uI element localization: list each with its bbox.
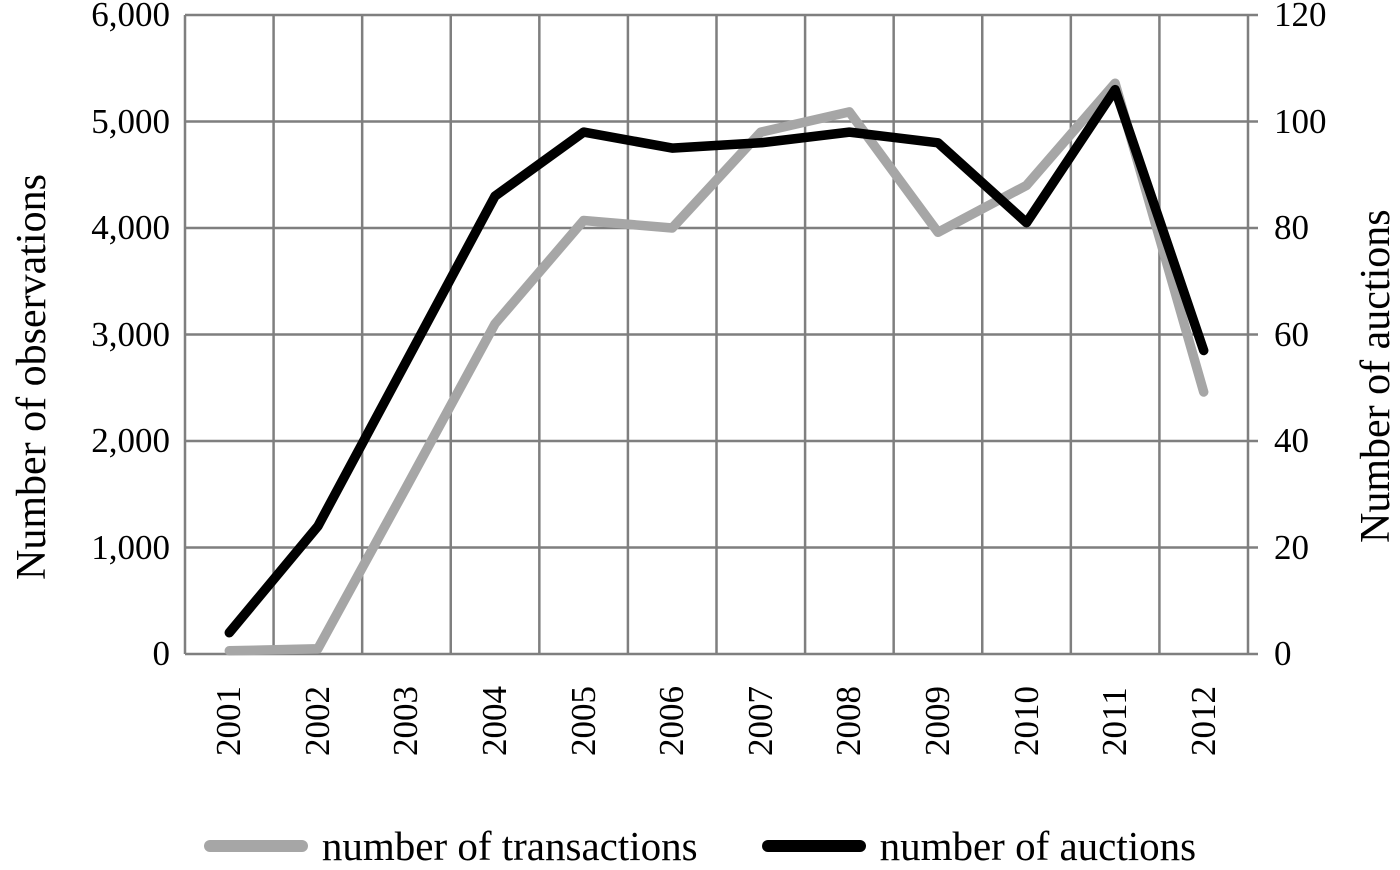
x-axis-label: 2008 (829, 686, 869, 756)
right-axis-tick-label: 80 (1274, 208, 1309, 247)
legend-label-transactions: number of transactions (321, 823, 698, 869)
x-axis-label: 2002 (297, 686, 337, 756)
x-axis-label: 2003 (386, 686, 426, 756)
legend-item-auctions: number of auctions (761, 822, 1197, 870)
right-axis-title: Number of auctions (1353, 209, 1399, 543)
left-axis-tick-label: 4,000 (91, 208, 170, 247)
left-axis-tick-label: 2,000 (91, 421, 170, 460)
right-axis-tick-label: 0 (1274, 634, 1292, 673)
right-axis-tick-label: 20 (1274, 527, 1309, 567)
legend-item-transactions: number of transactions (203, 822, 698, 870)
right-axis-tick-label: 100 (1274, 101, 1327, 141)
transactions-line-swatch (203, 840, 308, 852)
right-axis-tick-label: 40 (1274, 421, 1309, 460)
x-axis-label: 2010 (1006, 686, 1046, 756)
right-axis-tick-marks (1248, 13, 1258, 656)
auctions-line-swatch (761, 840, 866, 852)
x-axis-label: 2001 (209, 686, 249, 756)
legend-label-auctions: number of auctions (879, 823, 1197, 869)
left-axis-tick-label: 5,000 (91, 101, 170, 141)
right-axis-tick-label: 120 (1274, 0, 1327, 34)
x-axis-label: 2009 (917, 686, 957, 756)
x-axis-label: 2005 (563, 686, 603, 756)
x-axis-label: 2007 (740, 686, 780, 756)
legend: number of transactions number of auction… (0, 822, 1400, 870)
series-line-auctions (224, 84, 1209, 638)
right-axis-tick-label: 60 (1274, 314, 1309, 354)
left-axis-tick-label: 3,000 (91, 314, 170, 354)
x-axis-label: 2012 (1183, 686, 1223, 756)
series-line-transactions (224, 78, 1209, 656)
x-axis-label: 2011 (1095, 687, 1135, 756)
x-axis-label: 2004 (475, 686, 515, 756)
series-lines (224, 78, 1209, 656)
left-axis-title: Number of observations (9, 174, 55, 580)
x-axis-label: 2006 (652, 686, 692, 756)
left-axis-tick-label: 0 (152, 634, 171, 673)
left-axis-tick-label: 6,000 (91, 0, 170, 34)
left-axis-tick-label: 1,000 (91, 527, 170, 567)
